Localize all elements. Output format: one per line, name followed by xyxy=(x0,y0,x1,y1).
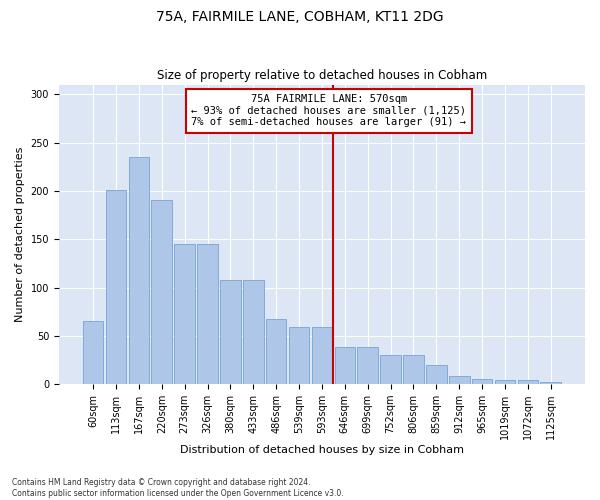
Bar xyxy=(380,355,401,384)
Bar xyxy=(403,355,424,384)
Bar xyxy=(358,348,378,384)
Bar xyxy=(449,376,470,384)
Bar xyxy=(106,190,126,384)
Text: 75A FAIRMILE LANE: 570sqm
← 93% of detached houses are smaller (1,125)
7% of sem: 75A FAIRMILE LANE: 570sqm ← 93% of detac… xyxy=(191,94,466,128)
Text: 75A, FAIRMILE LANE, COBHAM, KT11 2DG: 75A, FAIRMILE LANE, COBHAM, KT11 2DG xyxy=(156,10,444,24)
X-axis label: Distribution of detached houses by size in Cobham: Distribution of detached houses by size … xyxy=(180,445,464,455)
Text: Contains HM Land Registry data © Crown copyright and database right 2024.
Contai: Contains HM Land Registry data © Crown c… xyxy=(12,478,344,498)
Bar xyxy=(518,380,538,384)
Bar xyxy=(243,280,263,384)
Bar xyxy=(311,327,332,384)
Bar xyxy=(128,157,149,384)
Bar xyxy=(83,322,103,384)
Bar xyxy=(175,244,195,384)
Bar xyxy=(541,382,561,384)
Bar xyxy=(197,244,218,384)
Bar xyxy=(495,380,515,384)
Bar xyxy=(289,327,310,384)
Bar xyxy=(426,365,446,384)
Y-axis label: Number of detached properties: Number of detached properties xyxy=(15,146,25,322)
Bar xyxy=(335,348,355,384)
Bar xyxy=(151,200,172,384)
Title: Size of property relative to detached houses in Cobham: Size of property relative to detached ho… xyxy=(157,69,487,82)
Bar xyxy=(266,320,286,384)
Bar xyxy=(220,280,241,384)
Bar xyxy=(472,380,493,384)
